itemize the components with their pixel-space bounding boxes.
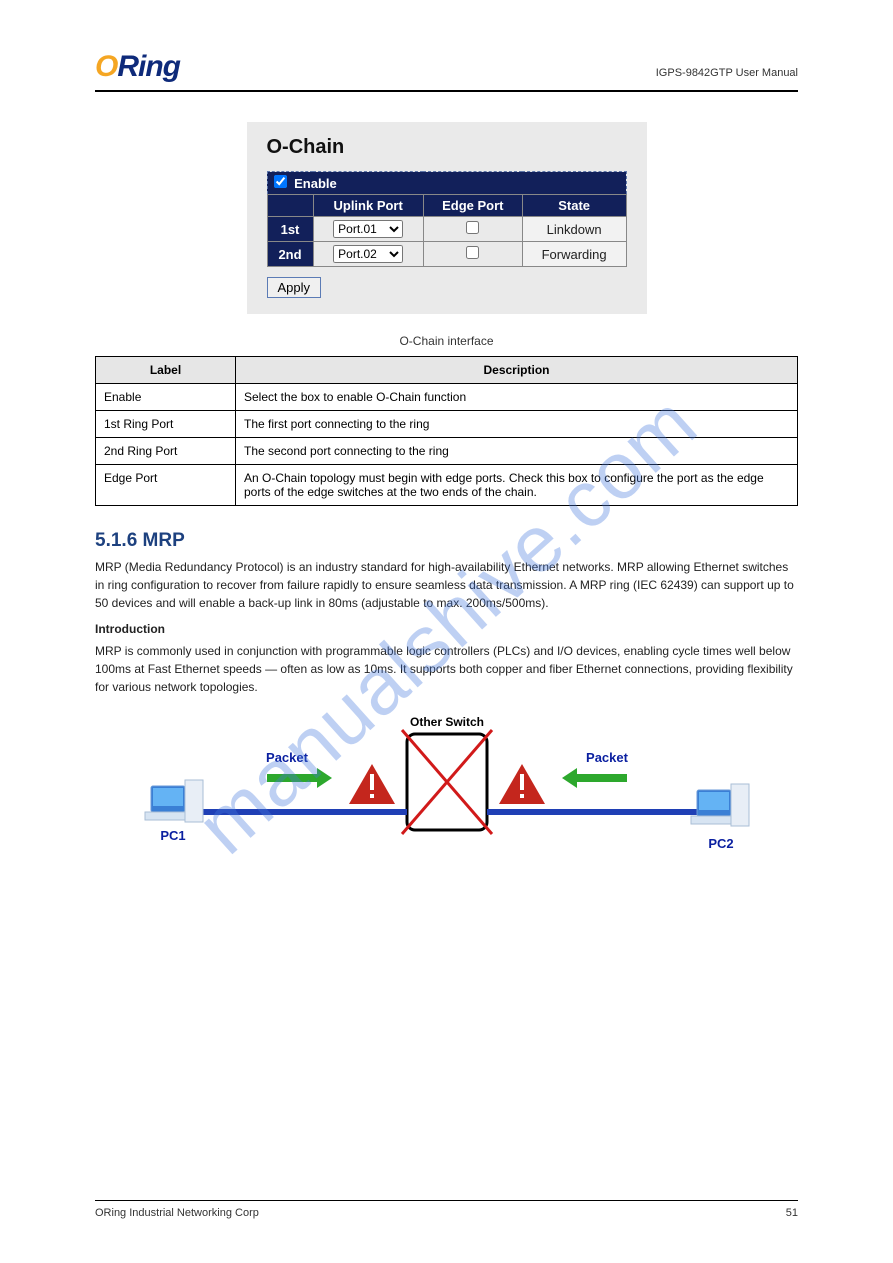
network-diagram: Other Switch Packet Packet PC1 [127,712,767,882]
ochain-title: O-Chain [267,136,627,159]
desc-row-label: Enable [96,384,236,411]
desc-row-label: 1st Ring Port [96,411,236,438]
svg-text:Packet: Packet [266,750,309,765]
section-para-2: MRP is commonly used in conjunction with… [95,642,798,696]
svg-text:Packet: Packet [586,750,629,765]
footer-page: 51 [786,1207,798,1219]
desc-row-text: An O-Chain topology must begin with edge… [236,465,798,506]
enable-label: Enable [294,176,337,191]
svg-text:PC2: PC2 [708,836,733,851]
footer-left: ORing Industrial Networking Corp [95,1207,259,1219]
ochain-table: Enable Uplink Port Edge Port State 1st P… [267,171,627,267]
section-heading: 5.1.6 MRP [95,530,798,552]
desc-head-desc: Description [236,357,798,384]
col-edge: Edge Port [423,195,522,217]
logo-o: O [95,50,117,83]
desc-row-label: 2nd Ring Port [96,438,236,465]
pc2-icon [691,784,749,826]
svg-text:PC1: PC1 [160,828,185,843]
svg-text:Other Switch: Other Switch [409,715,483,729]
ochain-panel: O-Chain Enable Uplink Port Edge Port Sta… [247,122,647,314]
row-1-label: 1st [267,217,313,242]
ochain-caption: O-Chain interface [95,334,798,348]
section-para-1: MRP (Media Redundancy Protocol) is an in… [95,558,798,612]
apply-button[interactable]: Apply [267,277,322,298]
row-2-label: 2nd [267,242,313,267]
desc-row-text: The first port connecting to the ring [236,411,798,438]
diagram-wrap: Other Switch Packet Packet PC1 [95,712,798,882]
uplink-select-1[interactable]: Port.01Port.02 [333,220,403,238]
brand-logo: ORing [95,50,180,84]
state-1: Linkdown [522,217,626,242]
page-footer: ORing Industrial Networking Corp 51 [95,1200,798,1219]
state-2: Forwarding [522,242,626,267]
col-blank [267,195,313,217]
col-state: State [522,195,626,217]
uplink-select-2[interactable]: Port.01Port.02 [333,245,403,263]
desc-row-label: Edge Port [96,465,236,506]
desc-row-text: Select the box to enable O-Chain functio… [236,384,798,411]
description-table: Label Description EnableSelect the box t… [95,356,798,506]
model-name: IGPS-9842GTP User Manual [656,67,798,79]
desc-head-label: Label [96,357,236,384]
ochain-panel-wrap: O-Chain Enable Uplink Port Edge Port Sta… [95,122,798,314]
pc1-icon [145,780,203,822]
logo-rest: Ring [117,50,180,83]
edge-checkbox-2[interactable] [466,246,479,259]
desc-row-text: The second port connecting to the ring [236,438,798,465]
edge-checkbox-1[interactable] [466,221,479,234]
section-para-2-title: Introduction [95,620,798,638]
page-header: ORing IGPS-9842GTP User Manual [95,50,798,92]
enable-checkbox[interactable] [274,175,287,188]
col-uplink: Uplink Port [313,195,423,217]
